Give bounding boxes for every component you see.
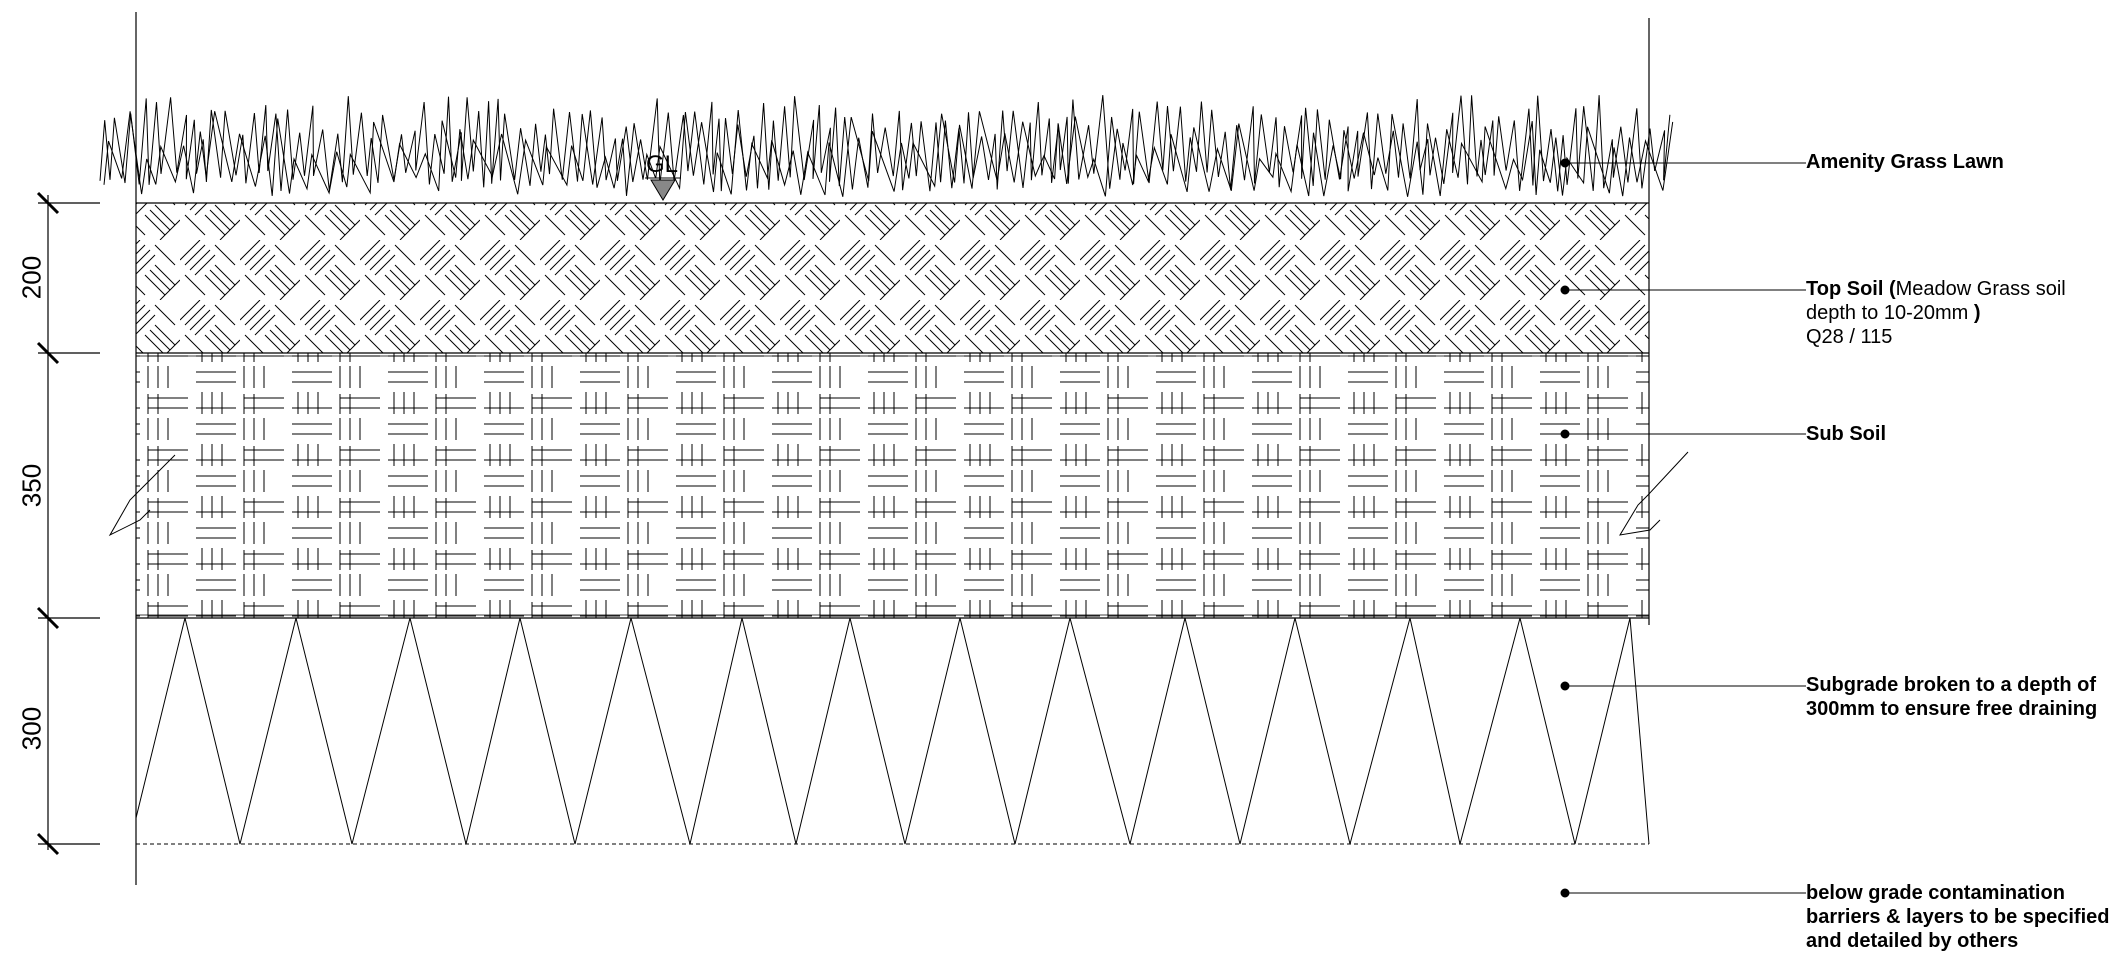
topsoil-open-paren: ( (1888, 278, 1896, 300)
subgrade-zigzag-line (135, 617, 1650, 845)
label-topsoil: Top Soil (Meadow Grass soil depth to 10-… (1806, 277, 2066, 349)
topsoil-reference: Q28 / 115 (1806, 326, 1893, 348)
break-line-right (1619, 451, 1689, 536)
topsoil-close-paren: ) (1973, 302, 1981, 324)
contamination-line-1: below grade contamination (1806, 882, 2065, 904)
topsoil-hatch (136, 203, 1649, 353)
ground-level-label: GL (646, 151, 679, 178)
label-subsoil: Sub Soil (1806, 423, 1886, 445)
grass-blades-secondary (103, 109, 1674, 197)
dimension-line (36, 191, 100, 856)
topsoil-title: Top Soil (1806, 278, 1884, 300)
topsoil-detail-2: depth to 10-20mm (1806, 302, 1969, 324)
label-contamination: below grade contamination barriers & lay… (1806, 881, 2109, 953)
subsoil-hatch (136, 353, 1649, 618)
gl-triangle-icon (650, 179, 676, 201)
topsoil-detail: Meadow Grass soil (1895, 278, 2066, 300)
leader-lines (1560, 158, 1806, 898)
break-line-left (108, 454, 176, 537)
grass-blades (99, 95, 1671, 192)
subgrade-line-1: Subgrade broken to a depth of (1806, 674, 2097, 696)
label-subgrade: Subgrade broken to a depth of 300mm to e… (1806, 673, 2097, 721)
label-grass-lawn: Amenity Grass Lawn (1806, 151, 2004, 173)
dimension-300: 300 (16, 706, 47, 751)
contamination-line-3: and detailed by others (1806, 930, 2019, 952)
grass-lawn-hatch (99, 95, 1674, 197)
subgrade-line-2: 300mm to ensure free draining (1806, 698, 2098, 720)
dimension-350: 350 (16, 463, 47, 508)
contamination-line-2: barriers & layers to be specified (1806, 906, 2110, 928)
subgrade-zigzag (135, 617, 1650, 845)
dimension-200: 200 (16, 255, 47, 300)
